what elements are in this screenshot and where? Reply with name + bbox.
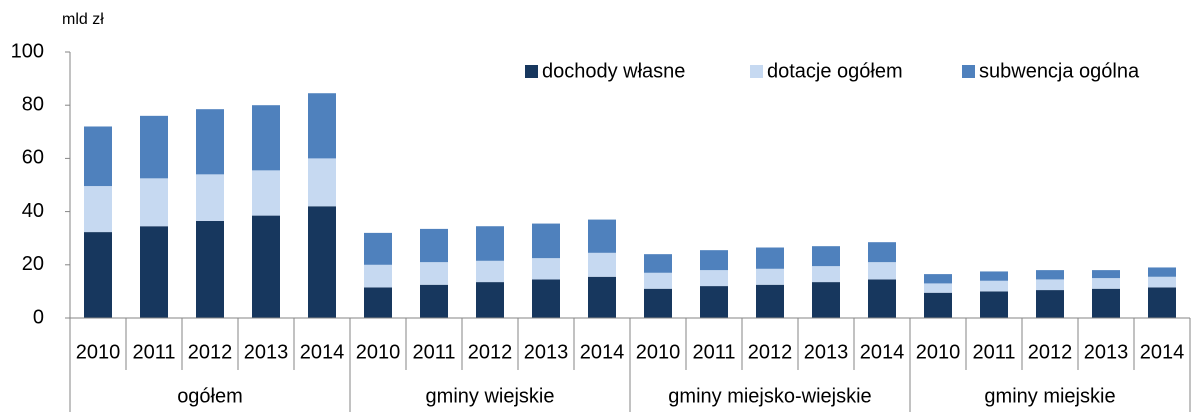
bar-segment <box>588 219 616 253</box>
legend-label: dotacje ogółem <box>767 60 903 82</box>
bar-segment <box>532 279 560 318</box>
bar-segment <box>364 287 392 318</box>
bar-segment <box>364 232 392 265</box>
bar-segment <box>644 254 672 273</box>
x-tick-label: 2013 <box>244 341 289 363</box>
bar-segment <box>532 223 560 259</box>
x-tick-label: 2013 <box>524 341 569 363</box>
x-tick-label: 2011 <box>132 341 175 363</box>
x-tick-label: 2010 <box>636 341 681 363</box>
bar-segment <box>700 250 728 271</box>
bar-segment <box>644 288 672 318</box>
bar-segment <box>476 260 504 283</box>
bar-segment <box>476 226 504 261</box>
bar-segment <box>308 93 336 159</box>
bar-segment <box>980 280 1008 292</box>
bar-segment <box>252 170 280 216</box>
bar-segment <box>756 268 784 285</box>
legend-label: dochody własne <box>542 60 685 82</box>
bar-segment <box>420 284 448 318</box>
y-tick-label: 20 <box>22 253 44 275</box>
bar-segment <box>700 286 728 318</box>
bar-segment <box>588 276 616 318</box>
bar-segment <box>588 252 616 277</box>
bar-segment <box>1092 278 1120 289</box>
legend-swatch <box>962 65 975 78</box>
x-tick-label: 2011 <box>972 341 1015 363</box>
bar-segment <box>980 291 1008 318</box>
bar-segment <box>196 109 224 175</box>
x-tick-label: 2012 <box>748 341 793 363</box>
bar-segment <box>308 206 336 318</box>
group-label: ogółem <box>177 385 243 407</box>
bar-segment <box>756 284 784 318</box>
y-tick-label: 40 <box>22 200 44 222</box>
bar-segment <box>252 105 280 171</box>
bar-segment <box>252 215 280 318</box>
bar-segment <box>364 264 392 288</box>
bar-segment <box>1092 288 1120 318</box>
y-tick-label: 80 <box>22 93 44 115</box>
y-tick-label: 0 <box>33 306 44 328</box>
bar-segment <box>924 283 952 293</box>
group-label: gminy wiejskie <box>426 385 555 407</box>
bar-segment <box>1036 290 1064 318</box>
group-label: gminy miejsko-wiejskie <box>668 385 871 407</box>
x-tick-label: 2013 <box>1084 341 1129 363</box>
x-tick-label: 2011 <box>412 341 455 363</box>
x-tick-label: 2011 <box>692 341 735 363</box>
x-tick-label: 2014 <box>1140 341 1185 363</box>
bar-segment <box>924 292 952 318</box>
x-tick-label: 2012 <box>188 341 233 363</box>
bar-segment <box>868 279 896 318</box>
bar-segment <box>532 258 560 280</box>
x-tick-label: 2014 <box>860 341 905 363</box>
bar-segment <box>140 226 168 318</box>
x-tick-label: 2010 <box>916 341 961 363</box>
bar-segment <box>196 220 224 318</box>
bar-segment <box>140 178 168 227</box>
legend-swatch <box>525 65 538 78</box>
bar-segment <box>84 126 112 187</box>
bar-segment <box>812 246 840 267</box>
bar-segment <box>868 262 896 280</box>
bar-segment <box>756 247 784 269</box>
bar-segment <box>644 272 672 289</box>
bar-segment <box>812 266 840 283</box>
group-label: gminy miejskie <box>984 385 1115 407</box>
bar-segment <box>1148 287 1176 318</box>
x-tick-label: 2010 <box>76 341 121 363</box>
bar-segment <box>924 274 952 284</box>
bar-segment <box>84 186 112 233</box>
bar-segment <box>1036 279 1064 291</box>
legend-label: subwencja ogólna <box>979 60 1140 82</box>
x-tick-label: 2010 <box>356 341 401 363</box>
bar-segment <box>980 271 1008 281</box>
bar-segment <box>308 158 336 207</box>
x-tick-label: 2014 <box>580 341 625 363</box>
bar-segment <box>196 174 224 221</box>
y-tick-label: 100 <box>11 40 44 62</box>
bar-segment <box>1092 270 1120 279</box>
y-tick-label: 60 <box>22 147 44 169</box>
bar-segment <box>700 270 728 287</box>
bar-segment <box>420 262 448 285</box>
bar-segment <box>84 232 112 318</box>
bar-segment <box>140 115 168 179</box>
bar-segment <box>476 282 504 318</box>
bar-segment <box>1036 270 1064 280</box>
bar-segment <box>812 282 840 318</box>
bar-segment <box>868 242 896 263</box>
bar-segment <box>1148 267 1176 277</box>
x-tick-label: 2014 <box>300 341 345 363</box>
y-axis-label: mld zł <box>62 11 104 28</box>
x-tick-label: 2012 <box>468 341 513 363</box>
bar-segment <box>420 228 448 263</box>
bar-segment <box>1148 276 1176 288</box>
x-tick-label: 2013 <box>804 341 849 363</box>
legend-swatch <box>750 65 763 78</box>
x-tick-label: 2012 <box>1028 341 1073 363</box>
